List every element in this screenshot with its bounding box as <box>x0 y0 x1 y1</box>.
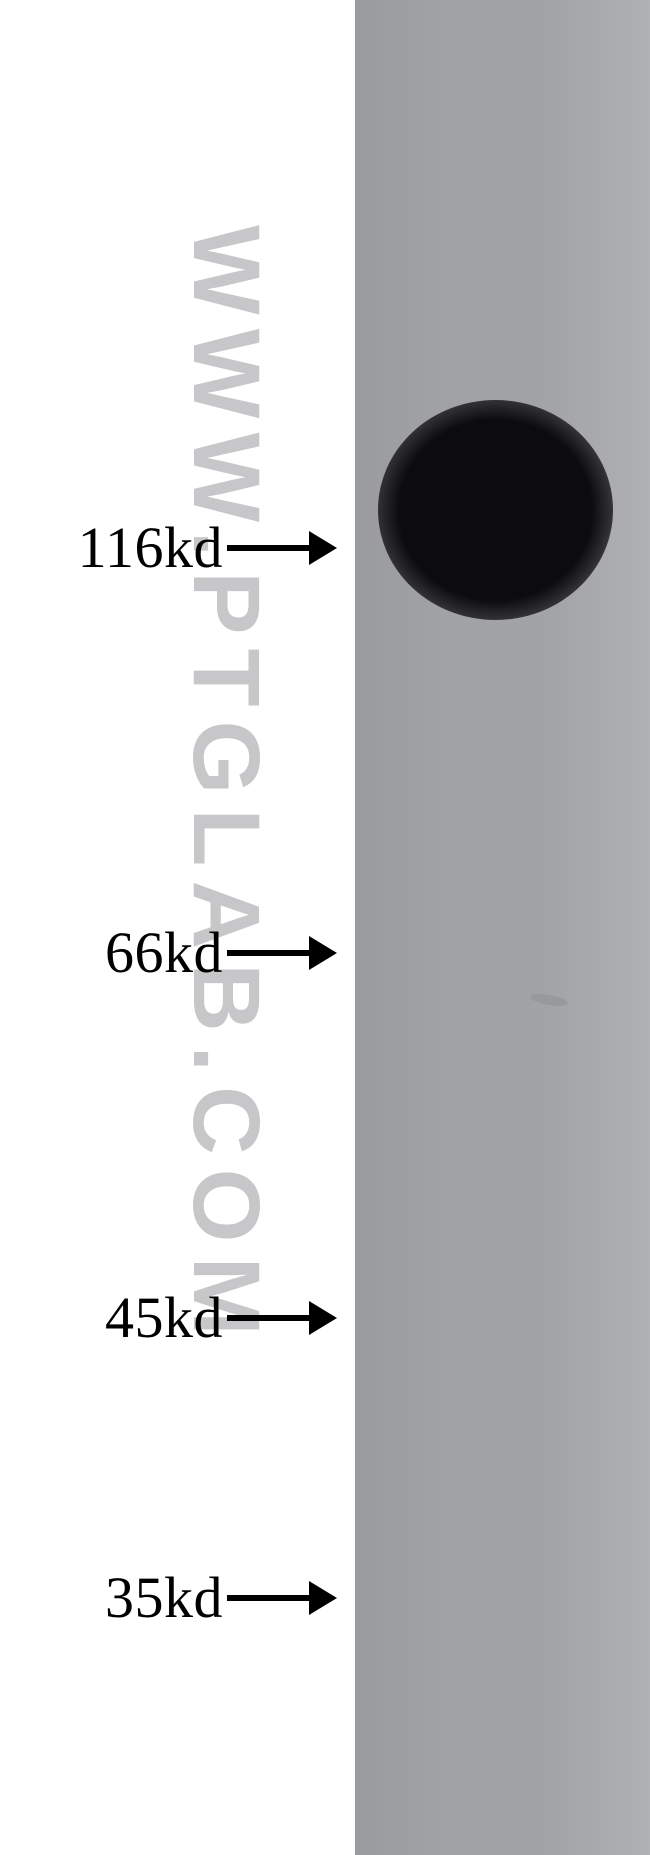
blot-lane <box>355 0 650 1855</box>
mw-marker-66kd: 66kd <box>105 919 337 986</box>
arrow-right-icon <box>227 1581 337 1615</box>
mw-marker-45kd: 45kd <box>105 1284 337 1351</box>
mw-marker-116kd: 116kd <box>78 514 337 581</box>
arrow-right-icon <box>227 936 337 970</box>
lane-artifact <box>529 992 568 1008</box>
arrow-right-icon <box>227 531 337 565</box>
western-blot-figure: WWW.PTGLAB.COM 116kd 66kd 45kd 35kd <box>0 0 650 1855</box>
mw-marker-35kd: 35kd <box>105 1564 337 1631</box>
watermark-text: WWW.PTGLAB.COM <box>171 225 280 1350</box>
arrow-right-icon <box>227 1301 337 1335</box>
mw-marker-label: 116kd <box>78 514 223 581</box>
mw-marker-label: 35kd <box>105 1564 223 1631</box>
mw-marker-label: 45kd <box>105 1284 223 1351</box>
mw-marker-label: 66kd <box>105 919 223 986</box>
protein-band <box>378 400 613 620</box>
